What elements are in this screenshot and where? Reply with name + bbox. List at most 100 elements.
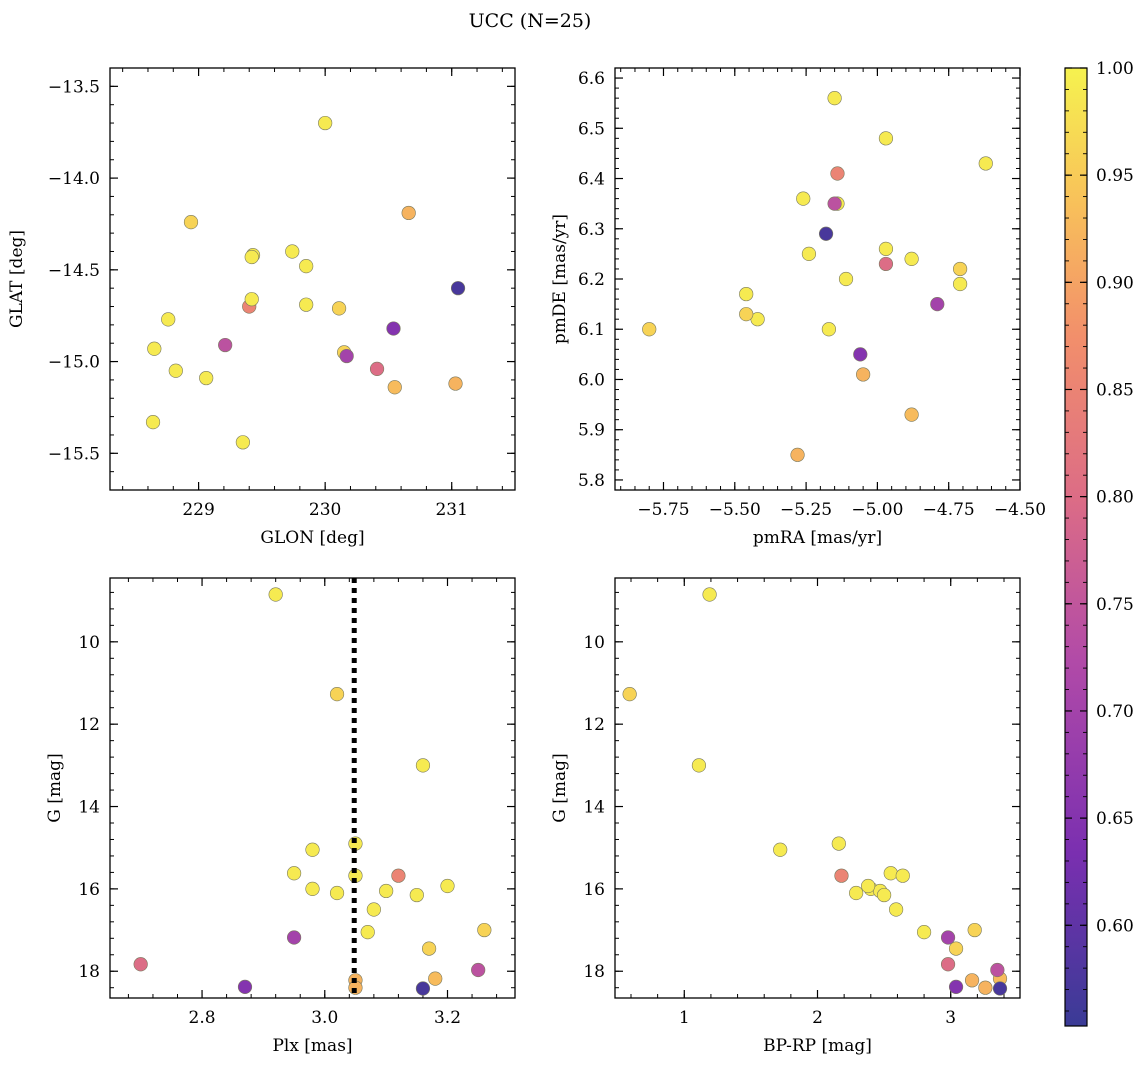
data-point: [331, 301, 347, 316]
data-point: [948, 979, 964, 994]
data-point: [268, 587, 283, 602]
data-point: [773, 842, 788, 857]
axes-frame: [109, 67, 516, 491]
data-point: [642, 322, 657, 337]
data-point: [409, 887, 424, 903]
data-point: [904, 251, 919, 267]
x-tick-label: 3.2: [434, 1008, 461, 1028]
x-tick-label: −5.75: [637, 500, 689, 520]
data-point: [147, 341, 162, 356]
data-point: [877, 887, 892, 903]
y-tick-label: 10: [78, 633, 100, 653]
data-point: [830, 166, 845, 181]
x-tick-label: 231: [435, 500, 467, 520]
axes-frame: [614, 577, 1021, 999]
data-point: [940, 930, 956, 945]
data-point: [318, 115, 333, 131]
x-axis-label: GLON [deg]: [260, 528, 364, 548]
data-point: [401, 205, 416, 221]
data-point: [421, 941, 437, 956]
x-tick-label: 1: [679, 1008, 690, 1028]
data-point: [237, 979, 253, 994]
data-point: [978, 980, 993, 995]
data-point: [244, 249, 259, 265]
data-point: [161, 312, 176, 327]
y-tick-label: −14.5: [48, 261, 100, 281]
data-point: [305, 842, 320, 857]
data-point: [339, 348, 354, 364]
x-axis-label: Plx [mas]: [272, 1036, 352, 1056]
y-tick-label: 5.8: [578, 471, 605, 491]
data-point: [953, 261, 968, 277]
data-point: [827, 91, 842, 106]
data-point: [889, 902, 904, 917]
y-tick-label: 16: [583, 880, 605, 900]
y-tick-label: 6.5: [578, 119, 605, 139]
data-point: [450, 281, 466, 296]
data-point: [299, 297, 314, 312]
data-point: [133, 957, 148, 972]
data-point: [818, 226, 834, 241]
y-tick-label: 10: [583, 633, 605, 653]
y-tick-label: 12: [78, 715, 100, 735]
data-point: [849, 885, 864, 901]
data-point: [440, 878, 455, 894]
y-tick-label: −13.5: [48, 77, 100, 97]
data-point: [391, 868, 406, 883]
data-point: [386, 321, 401, 336]
x-axis-label: BP-RP [mag]: [763, 1036, 872, 1056]
data-point: [861, 878, 876, 894]
x-tick-label: 3: [945, 1008, 956, 1028]
colorbar-tick-label: 0.95: [1096, 166, 1134, 186]
x-tick-label: −4.75: [923, 500, 975, 520]
data-point: [878, 131, 894, 146]
data-point: [978, 156, 993, 171]
y-axis-label: G [mag]: [45, 753, 65, 822]
data-point: [286, 930, 302, 945]
y-tick-label: 6.0: [578, 370, 605, 390]
colorbar: 0.60 0.65 0.70 0.75 0.80 0.85 0.90 0.95 1.00: [1064, 59, 1134, 1027]
data-point: [895, 868, 910, 883]
colorbar-gradient: [1064, 67, 1088, 1027]
data-point: [369, 361, 385, 377]
data-point: [379, 883, 394, 899]
data-point: [622, 687, 637, 702]
colorbar-tick-label: 0.80: [1096, 488, 1134, 508]
figure-title: UCC (N=25): [469, 10, 592, 32]
y-tick-label: 18: [78, 962, 100, 982]
data-point: [235, 435, 250, 450]
y-tick-label: 6.3: [578, 220, 605, 240]
colorbar-tick-label: 0.85: [1096, 380, 1134, 400]
data-point: [199, 370, 214, 386]
data-point: [990, 962, 1005, 978]
y-tick-label: 6.4: [578, 170, 605, 190]
data-point: [691, 758, 707, 773]
x-tick-label: −4.50: [994, 500, 1046, 520]
axes-frame: [109, 577, 516, 999]
data-point: [739, 286, 754, 302]
y-axis-label: pmDE [mas/yr]: [550, 214, 570, 344]
points-layer: [622, 587, 1008, 996]
data-point: [821, 322, 837, 337]
data-point: [790, 447, 805, 462]
data-point: [366, 902, 381, 917]
data-point: [285, 244, 300, 259]
y-tick-label: −15.0: [48, 353, 100, 373]
data-point: [702, 587, 717, 602]
data-point: [883, 866, 898, 881]
data-point: [930, 297, 945, 312]
data-point: [387, 380, 402, 395]
data-point: [853, 347, 868, 362]
data-point: [856, 367, 871, 382]
points-layer: [133, 587, 492, 996]
data-point: [329, 687, 345, 702]
x-tick-label: 2: [812, 1008, 823, 1028]
y-tick-label: 12: [583, 715, 605, 735]
y-tick-label: 16: [78, 880, 100, 900]
data-point: [796, 191, 811, 206]
data-point: [916, 925, 932, 940]
data-point: [360, 925, 375, 940]
